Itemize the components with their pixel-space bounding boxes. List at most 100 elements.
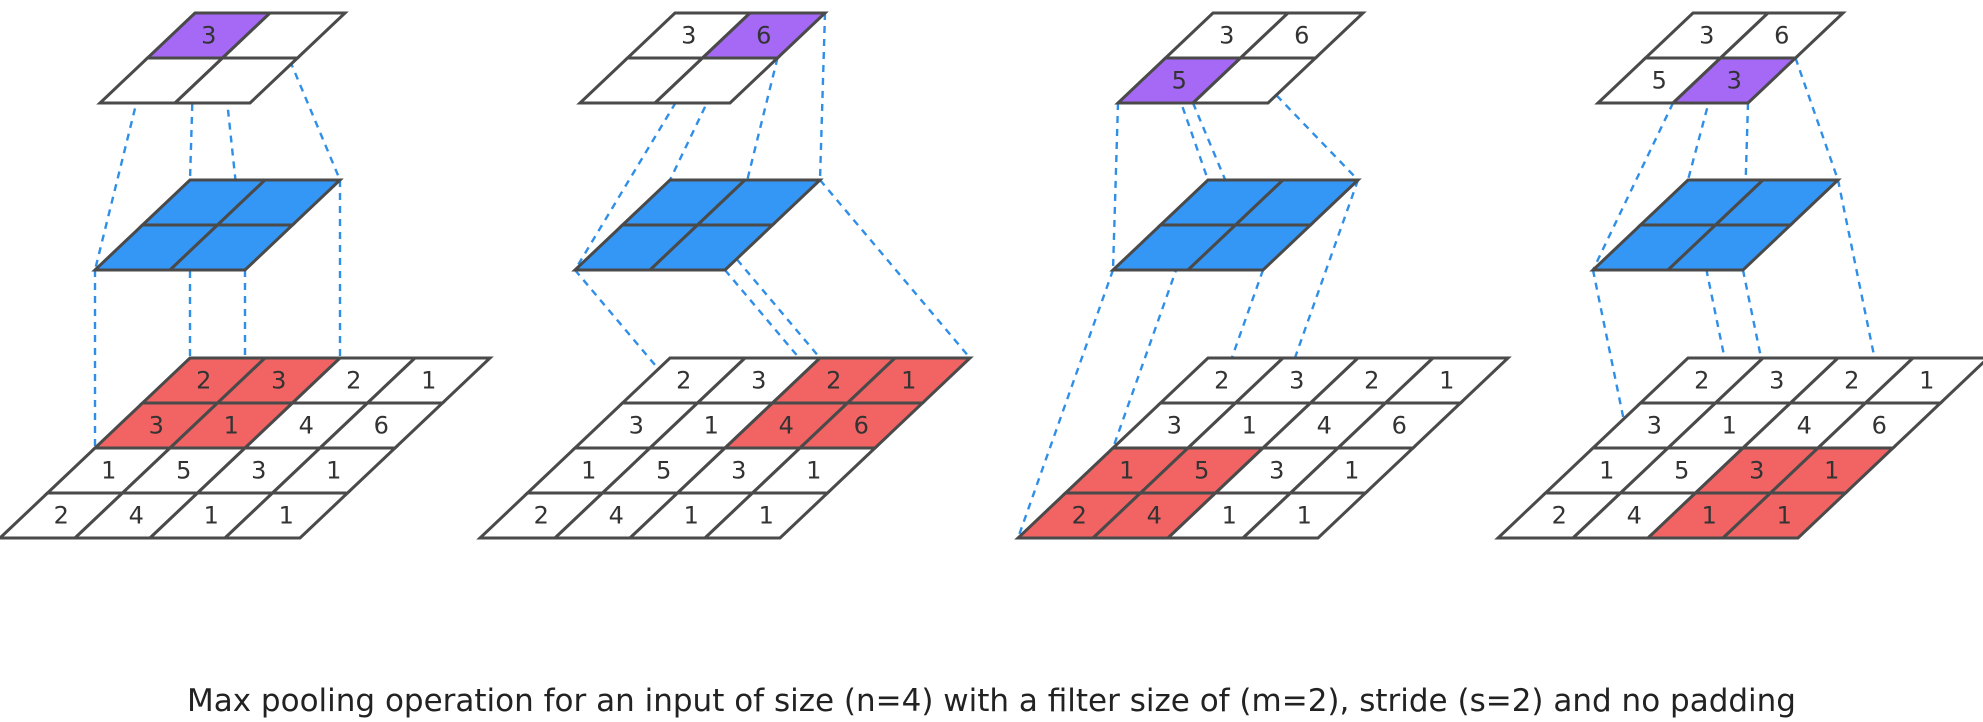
guide-line [1016,269,1115,539]
input-grid: 2 3 2 13 1 4 61 5 3 12 4 1 1 [476,356,974,540]
input-cell-value: 1 [1119,457,1134,485]
input-cell [221,491,352,540]
input-cell-value: 5 [1194,457,1209,485]
input-cell-pooled [1719,491,1850,540]
input-cell-value: 1 [326,457,341,485]
input-cell-value: 1 [704,412,719,440]
input-cell-value: 2 [196,367,211,395]
input-cell-value: 5 [1674,457,1689,485]
input-cell-value: 6 [1392,412,1407,440]
input-cell-value: 3 [731,457,746,485]
input-cell-value: 3 [251,457,266,485]
filter-cell [1184,223,1315,272]
input-cell-value: 1 [759,502,774,530]
output-cell [1189,56,1320,105]
output-cell-value: 3 [1219,22,1234,50]
input-cell-value: 2 [54,502,69,530]
filter-cell [166,223,297,272]
input-cell-value: 2 [1694,367,1709,395]
input-cell-value: 1 [101,457,116,485]
input-cell-value: 4 [609,502,624,530]
pooling-filter [571,178,824,272]
input-cell-value: 4 [1317,412,1332,440]
guide-line [1591,102,1675,271]
input-cell-value: 1 [421,367,436,395]
input-cell-value: 2 [1214,367,1229,395]
input-cell-value: 1 [1222,502,1237,530]
pooling-filter [1589,178,1842,272]
guide-line [1794,57,1840,181]
input-cell-value: 1 [1242,412,1257,440]
output-cell [651,56,782,105]
input-cell-value: 4 [1627,502,1642,530]
input-cell-value: 5 [656,457,671,485]
input-cell-value: 1 [1297,502,1312,530]
output-cell-active [1669,56,1800,105]
guide-line [93,57,149,271]
pooling-filter [1109,178,1362,272]
input-cell-value: 4 [299,412,314,440]
input-cell-value: 1 [1702,502,1717,530]
input-cell-value: 6 [854,412,869,440]
output-grid: 3 6 5 [1114,11,1367,105]
filter-cell [646,223,777,272]
input-cell-value: 1 [1599,457,1614,485]
input-cell-value: 2 [1364,367,1379,395]
guide-line [1164,57,1210,181]
input-cell-value: 4 [129,502,144,530]
input-cell-value: 1 [1722,412,1737,440]
pooling-filter [91,178,344,272]
guide-line [1111,179,1210,449]
input-cell-value: 4 [779,412,794,440]
input-cell-value: 4 [1147,502,1162,530]
input-cell [1239,491,1370,540]
output-cell [171,56,302,105]
input-cell-value: 1 [806,457,821,485]
input-cell-value: 3 [149,412,164,440]
filter-cell [1664,223,1795,272]
input-cell-value: 1 [1777,502,1792,530]
input-cell-value: 6 [374,412,389,440]
input-cell-value: 2 [534,502,549,530]
pooling-step-1: 2 3 2 13 1 4 61 5 3 12 4 1 13 [0,11,494,540]
output-cell-value: 3 [1699,22,1714,50]
figure-caption: Max pooling operation for an input of si… [186,683,1796,719]
input-cell-value: 3 [271,367,286,395]
max-pooling-diagram: 2 3 2 13 1 4 61 5 3 12 4 1 132 3 2 13 1 4 61 5 3 12 4 1 13 62 3 2 13… [0,11,1983,540]
guide-line [818,12,827,181]
input-cell-value: 1 [204,502,219,530]
input-cell-value: 1 [279,502,294,530]
input-cell-value: 3 [751,367,766,395]
input-cell-value: 1 [1439,367,1454,395]
input-cell-value: 1 [1824,457,1839,485]
input-cell-value: 3 [1269,457,1284,485]
input-cell-value: 3 [629,412,644,440]
guide-line [1686,57,1722,181]
output-cell-value: 6 [1294,22,1309,50]
input-cell-value: 3 [1647,412,1662,440]
output-cell-value: 6 [1774,22,1789,50]
input-cell-value: 6 [1872,412,1887,440]
input-cell-value: 2 [676,367,691,395]
guide-line [1111,102,1120,271]
input-cell-value: 2 [826,367,841,395]
input-cell-value: 2 [1072,502,1087,530]
pooling-step-3: 2 3 2 13 1 4 61 5 3 12 4 1 13 65 [1014,11,1512,540]
input-cell-value: 2 [346,367,361,395]
input-cell-value: 2 [1552,502,1567,530]
input-grid: 2 3 2 13 1 4 61 5 3 12 4 1 1 [1494,356,1983,540]
output-cell-value: 3 [1727,67,1742,95]
input-cell-value: 2 [1844,367,1859,395]
input-grid: 2 3 2 13 1 4 61 5 3 12 4 1 1 [1014,356,1512,540]
input-cell-value: 1 [1344,457,1359,485]
pooling-step-4: 2 3 2 13 1 4 61 5 3 12 4 1 13 65 3 [1494,11,1983,540]
input-cell-value: 3 [1769,367,1784,395]
input-grid: 2 3 2 13 1 4 61 5 3 12 4 1 1 [0,356,494,540]
input-cell-value: 5 [176,457,191,485]
input-cell-value: 3 [1289,367,1304,395]
input-cell-value: 1 [901,367,916,395]
output-cell-value: 3 [681,22,696,50]
output-grid: 3 [96,11,349,105]
output-cell-value: 6 [756,22,771,50]
